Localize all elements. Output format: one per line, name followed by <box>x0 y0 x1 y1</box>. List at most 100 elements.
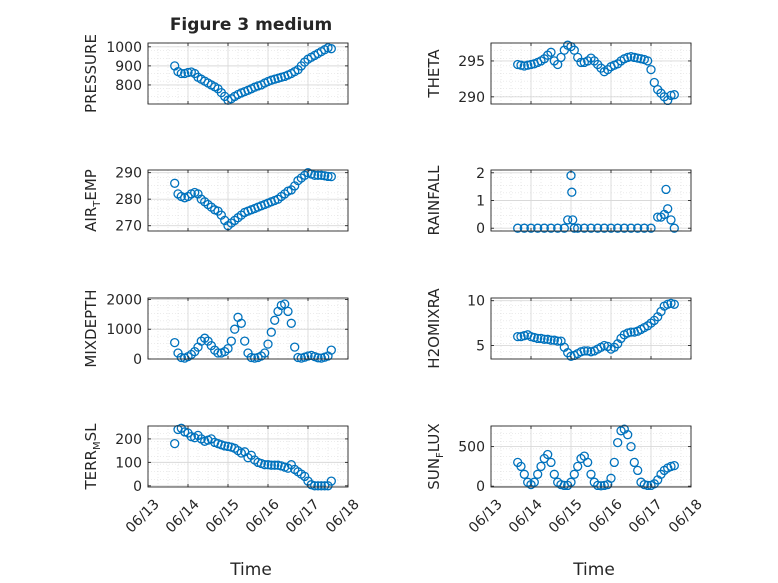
data-point <box>666 215 676 225</box>
y-tick-label: 1 <box>476 194 485 210</box>
data-point <box>513 223 523 233</box>
data-point <box>323 481 333 491</box>
y-tick-label: 290 <box>115 166 142 182</box>
axes-box <box>490 42 692 105</box>
panel-mixdepth: 0 1000 2000 MIXDEPTH <box>82 289 349 368</box>
data-point <box>300 471 310 482</box>
data-point <box>519 469 529 479</box>
data-point <box>559 223 569 233</box>
y-axis-label: AIRTEMP <box>82 169 103 232</box>
data-point <box>563 215 573 225</box>
y-tick-label: 200 <box>115 432 142 448</box>
data-point <box>543 449 553 460</box>
data-point <box>586 469 596 479</box>
data-point <box>643 480 653 491</box>
panel-rainfall: 0 1 2 RAINFALL <box>425 165 692 237</box>
y-axis-label: THETA <box>425 49 443 99</box>
x-tick-label: 06/17 <box>283 496 323 536</box>
data-point <box>576 57 586 68</box>
data-point <box>569 469 579 479</box>
data-point <box>553 223 563 233</box>
x-tick-label: 06/15 <box>546 496 586 536</box>
x-tick-label: 06/18 <box>666 496 706 536</box>
x-tick-label: 06/13 <box>123 496 163 536</box>
data-point <box>310 481 320 491</box>
data-point <box>266 460 276 470</box>
data-point <box>246 352 256 363</box>
data-point <box>270 460 280 470</box>
data-point <box>643 56 653 66</box>
x-tick-label: 06/16 <box>586 496 626 536</box>
x-tick-label: 06/17 <box>626 496 666 536</box>
data-point <box>516 461 526 472</box>
data-point <box>326 476 336 486</box>
data-point <box>170 337 180 348</box>
data-point <box>599 223 609 233</box>
data-point <box>316 170 326 180</box>
data-point <box>639 223 649 233</box>
x-tick-label: 06/16 <box>243 496 283 536</box>
x-tick-label: 06/14 <box>163 496 203 536</box>
data-point <box>320 171 330 181</box>
data-point <box>626 223 636 233</box>
data-point <box>513 331 523 342</box>
data-point <box>569 45 579 55</box>
y-axis-label: SUNFLUX <box>425 423 446 489</box>
x-tick-label: 06/13 <box>466 496 506 536</box>
data-point <box>586 223 596 233</box>
data-point <box>613 223 623 233</box>
y-tick-label: 500 <box>458 440 485 456</box>
data-point <box>303 351 313 361</box>
data-point <box>626 441 636 452</box>
data-point <box>546 335 556 345</box>
data-point <box>223 441 233 452</box>
data-point <box>546 457 556 468</box>
y-axis-label: MIXDEPTH <box>82 289 100 367</box>
figure-title: Figure 3 medium <box>170 15 332 35</box>
data-point <box>669 223 679 233</box>
axes-box <box>147 169 349 232</box>
data-point <box>226 336 236 346</box>
axes-box <box>147 425 349 488</box>
data-point <box>646 223 656 233</box>
data-point <box>549 469 559 479</box>
y-tick-label: 1000 <box>106 322 142 338</box>
data-point <box>326 345 336 355</box>
data-point <box>250 353 260 363</box>
x-axis-label-left: Time <box>229 560 272 580</box>
data-point <box>593 480 603 491</box>
axes-box <box>147 42 349 105</box>
y-tick-label: 1000 <box>106 40 142 56</box>
data-point <box>646 64 656 75</box>
data-point <box>230 324 240 334</box>
data-point <box>619 223 629 233</box>
data-point <box>513 59 523 70</box>
data-point <box>569 223 579 233</box>
y-tick-label: 800 <box>115 78 142 94</box>
data-point <box>609 457 619 468</box>
data-point <box>626 327 636 337</box>
y-tick-label: 100 <box>115 455 142 471</box>
data-point <box>213 348 223 358</box>
data-point <box>596 481 606 491</box>
axes-box <box>147 297 349 360</box>
data-point <box>220 441 230 451</box>
data-point <box>183 67 193 78</box>
data-point <box>639 479 649 490</box>
data-point <box>526 223 536 233</box>
y-tick-label: 290 <box>458 90 485 106</box>
panel-theta: 290 295 THETA <box>425 40 692 106</box>
y-tick-label: 10 <box>467 294 485 310</box>
data-point <box>533 223 543 233</box>
data-point <box>663 204 673 214</box>
data-point <box>546 47 556 57</box>
y-tick-label: 2000 <box>106 292 142 308</box>
data-point <box>636 54 646 64</box>
data-point <box>313 353 323 363</box>
data-point <box>223 343 233 354</box>
data-point <box>176 352 186 363</box>
data-point <box>669 90 679 100</box>
panel-pressure: 800 900 1000 PRESSURE <box>82 34 349 113</box>
